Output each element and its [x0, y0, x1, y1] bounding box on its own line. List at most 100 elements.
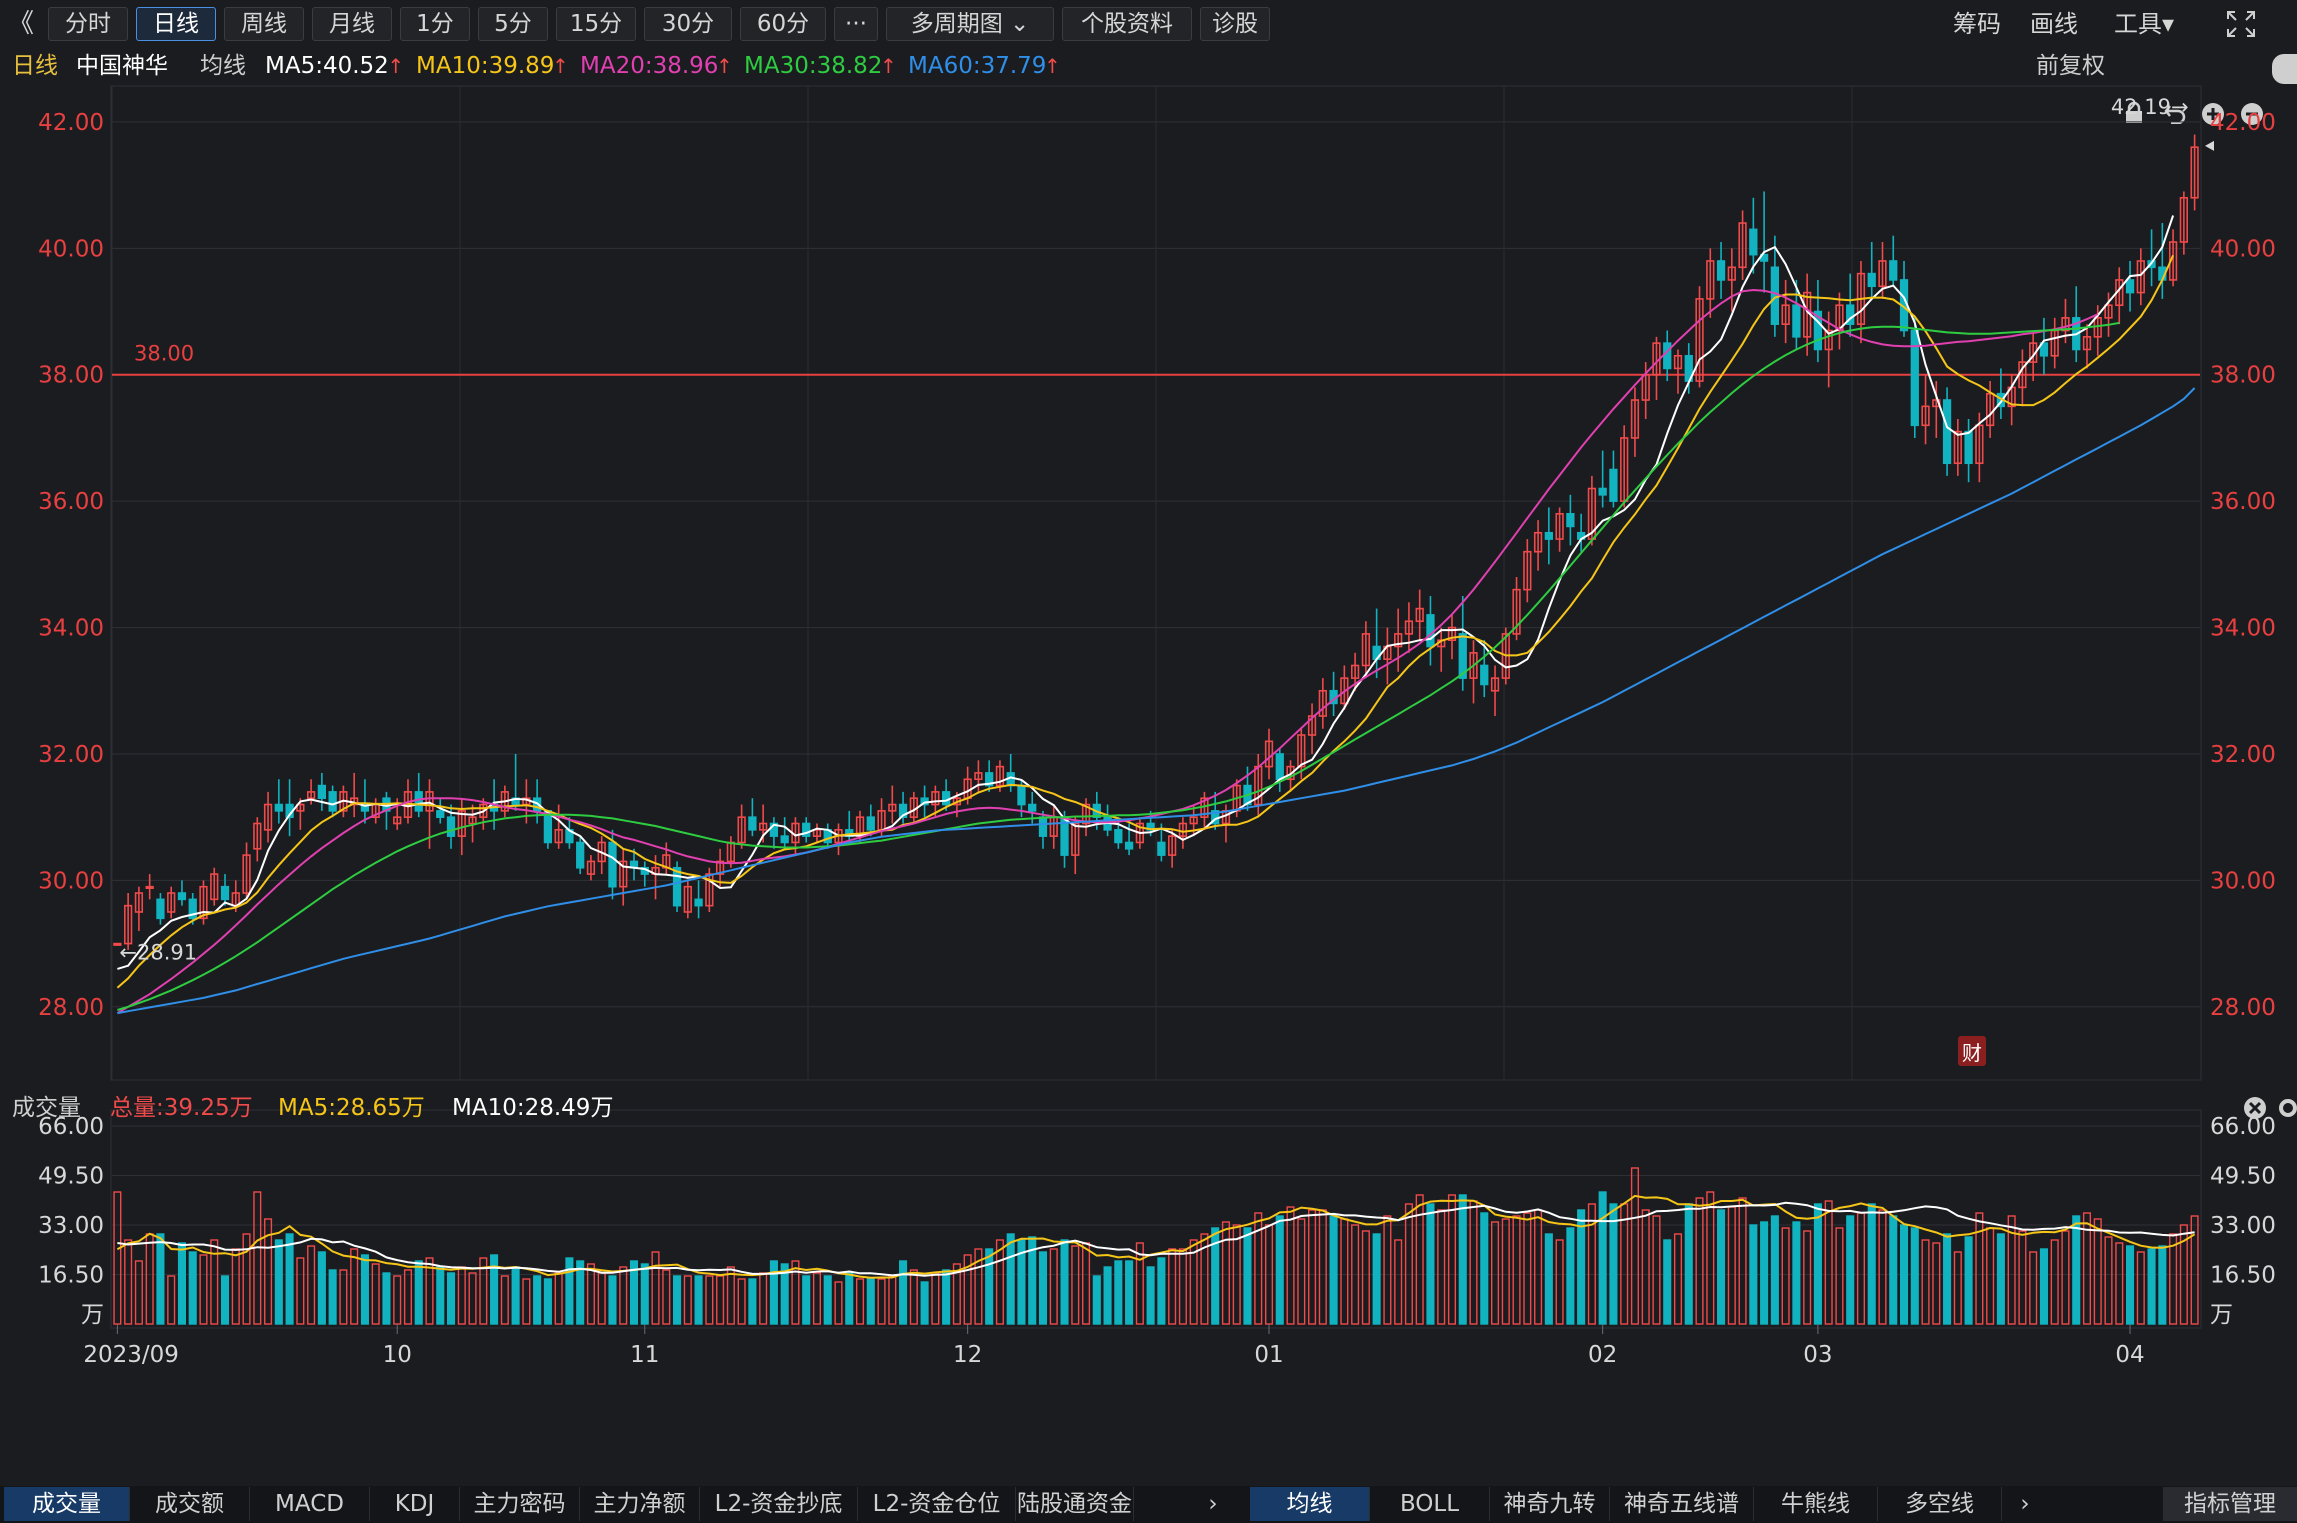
volume-bar [274, 1239, 283, 1325]
stock-diagnosis-button[interactable]: 诊股 [1200, 7, 1270, 41]
candle-body [683, 885, 692, 913]
tab-5min[interactable]: 5分 [478, 7, 548, 41]
sub-indicator-tab-8[interactable]: 陆股通资金 [1016, 1487, 1134, 1521]
tools-menu-button[interactable]: 工具▾ [2114, 10, 2175, 38]
candle-body [1770, 266, 1780, 325]
volume-bar [1351, 1224, 1360, 1325]
candle-body [985, 772, 994, 787]
undo-icon[interactable] [2164, 102, 2186, 124]
candle-body [1480, 664, 1489, 686]
candle-body [802, 822, 811, 837]
volume-bar [1738, 1197, 1747, 1325]
volume-bar [360, 1254, 369, 1325]
tab-daily[interactable]: 日线 [136, 7, 216, 41]
volume-bar [490, 1254, 499, 1325]
tab-30min[interactable]: 30分 [644, 7, 732, 41]
candle-body [1813, 310, 1823, 351]
sub-indicator-tab-4[interactable]: 主力密码 [460, 1487, 580, 1521]
adjust-mode-label[interactable]: 前复权 [2036, 53, 2105, 79]
candle-body [974, 772, 983, 781]
sub-indicator-tab-5[interactable]: 主力净额 [580, 1487, 700, 1521]
candle-body [1781, 304, 1790, 325]
tab-weekly[interactable]: 周线 [224, 7, 304, 41]
volume-label[interactable]: 成交量 [12, 1095, 81, 1121]
ma-indicator-label[interactable]: 均线 [200, 53, 246, 79]
finance-event-marker-label: 财 [1962, 1041, 1982, 1065]
indicator-manage-button[interactable]: 指标管理 [2163, 1487, 2297, 1521]
volume-bar [651, 1251, 660, 1325]
settings-icon[interactable] [2276, 1096, 2297, 1120]
panel-collapse-handle[interactable] [2272, 54, 2297, 84]
candle-body [737, 816, 746, 844]
chevron-right-icon[interactable]: › [1208, 1491, 1218, 1517]
volume-bar [242, 1233, 251, 1325]
candle-body [1490, 677, 1500, 692]
draw-line-button[interactable]: 画线 [2030, 10, 2078, 38]
zoom-in-icon[interactable] [2201, 102, 2225, 126]
volume-bar [479, 1257, 488, 1325]
candle-body [1297, 734, 1306, 768]
volume-bar [586, 1263, 595, 1325]
price-annotations: 42.19→ ←28.91 财 [119, 95, 2214, 1066]
kline-chart-area[interactable]: 42.00 40.00 38.00 36.00 34.00 32.00 30.00 28.00… [0, 84, 2297, 1486]
candle-body [1189, 816, 1198, 825]
sub-indicator-tab-0[interactable]: 成交量 [4, 1487, 130, 1521]
multi-period-button[interactable]: 多周期图 ⌄ [886, 7, 1054, 41]
volume-bar [1824, 1200, 1833, 1325]
sub-indicator-tab-6[interactable]: L2-资金抄底 [700, 1487, 858, 1521]
main-indicator-tab-0[interactable]: 均线 [1250, 1487, 1370, 1521]
more-periods-button[interactable]: ··· [834, 7, 878, 41]
candle-body [1081, 803, 1091, 825]
volume-bar [500, 1275, 509, 1325]
candle-body [446, 816, 456, 837]
sub-indicator-tab-2[interactable]: MACD [250, 1487, 370, 1521]
candle-body [1533, 531, 1543, 553]
volume-bar [866, 1278, 875, 1325]
volume-bar [1286, 1206, 1295, 1325]
stock-name: 中国神华 [76, 53, 168, 79]
tab-1min[interactable]: 1分 [400, 7, 470, 41]
sub-indicator-tab-7[interactable]: L2-资金仓位 [858, 1487, 1016, 1521]
candle-body [177, 892, 187, 901]
volume-bar [1749, 1224, 1758, 1325]
volume-axis-left: 66.00 49.50 33.00 16.50 万 [38, 1114, 104, 1328]
volume-bar [393, 1275, 402, 1325]
volume-bar [296, 1257, 305, 1325]
candle-body [436, 810, 445, 818]
volume-bar [1512, 1215, 1521, 1325]
main-indicator-tab-3[interactable]: 神奇五线谱 [1610, 1487, 1754, 1521]
volume-bar [2050, 1239, 2059, 1325]
candle-body [1415, 607, 1424, 623]
volume-bar [1426, 1203, 1435, 1325]
candle-body [145, 885, 154, 890]
volume-tick-label: 49.50 [2210, 1164, 2276, 1190]
volume-bar [350, 1248, 359, 1325]
fullscreen-icon[interactable] [2226, 10, 2256, 38]
tab-fenshi[interactable]: 分时 [48, 7, 128, 41]
candle-body [2082, 336, 2092, 351]
volume-bar [2169, 1233, 2178, 1325]
main-indicator-tab-5[interactable]: 多空线 [1878, 1487, 2002, 1521]
volume-bar [629, 1260, 639, 1325]
volume-bar [726, 1266, 735, 1325]
price-tick-label: 28.00 [2210, 995, 2276, 1021]
main-indicator-tab-2[interactable]: 神奇九转 [1490, 1487, 1610, 1521]
volume-bar [1630, 1167, 1639, 1325]
chevron-right-icon[interactable]: › [2020, 1491, 2030, 1517]
chip-distribution-button[interactable]: 筹码 [1953, 10, 2001, 38]
candle-body [1867, 272, 1876, 288]
lock-icon[interactable] [2124, 102, 2144, 124]
volume-bar [1308, 1209, 1317, 1325]
back-icon[interactable]: 《 [8, 9, 35, 39]
close-icon[interactable] [2243, 1096, 2267, 1120]
tab-60min[interactable]: 60分 [740, 7, 826, 41]
sub-indicator-tab-3[interactable]: KDJ [370, 1487, 460, 1521]
tab-monthly[interactable]: 月线 [312, 7, 392, 41]
volume-bar [1953, 1251, 1962, 1325]
zoom-out-icon[interactable] [2240, 102, 2264, 126]
tab-15min[interactable]: 15分 [556, 7, 636, 41]
main-indicator-tab-4[interactable]: 牛熊线 [1754, 1487, 1878, 1521]
sub-indicator-tab-1[interactable]: 成交额 [130, 1487, 250, 1521]
stock-profile-button[interactable]: 个股资料 [1062, 7, 1192, 41]
main-indicator-tab-1[interactable]: BOLL [1370, 1487, 1490, 1521]
